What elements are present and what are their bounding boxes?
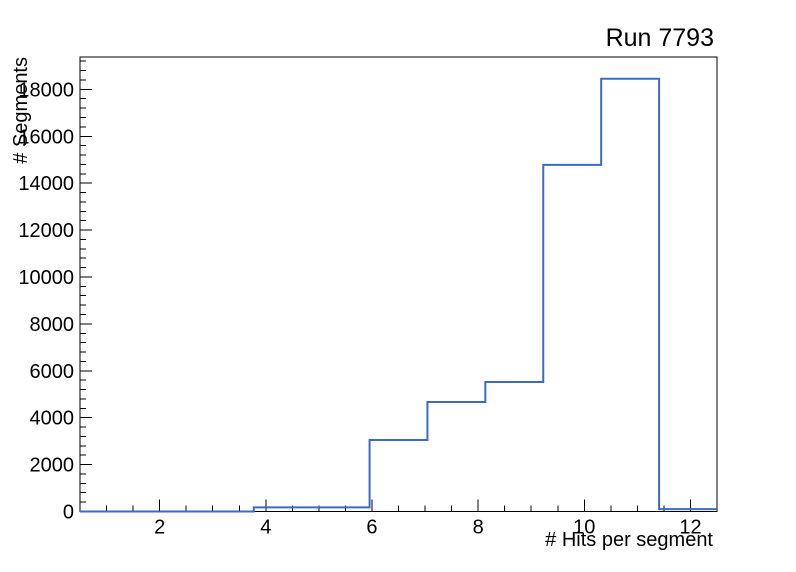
axes [79, 56, 718, 512]
x-tick-label: 8 [473, 517, 484, 539]
tick-labels: 2 4 6 8 10 12 0 2000 4000 6000 8000 10000 12000 14000… [18, 79, 701, 538]
y-tick-label: 6000 [30, 361, 75, 383]
y-tick-label: 18000 [18, 79, 74, 101]
y-tick-label: 12000 [18, 220, 74, 242]
x-tick-label: 10 [573, 517, 595, 539]
x-tick-label: 12 [679, 517, 701, 539]
x-tick-label: 4 [260, 517, 271, 539]
plot-layer: 2 4 6 8 10 12 0 2000 4000 6000 8000 10000 12000 14000… [18, 56, 718, 539]
y-tick-label: 4000 [30, 408, 75, 430]
y-tick-label: 16000 [18, 126, 74, 148]
y-tick-label: 8000 [30, 314, 75, 336]
x-axis-title: # Hits per segment [545, 529, 713, 551]
y-tick-label: 10000 [18, 267, 74, 289]
plot-frame [79, 56, 718, 512]
y-tick-label: 14000 [18, 173, 74, 195]
y-axis-title: # Segments [10, 57, 32, 164]
x-tick-label: 2 [154, 517, 165, 539]
chart-title: Run 7793 [606, 24, 714, 52]
y-tick-label: 0 [63, 502, 74, 524]
x-tick-label: 6 [366, 517, 377, 539]
y-tick-label: 2000 [30, 455, 75, 477]
histogram-line [80, 77, 717, 513]
